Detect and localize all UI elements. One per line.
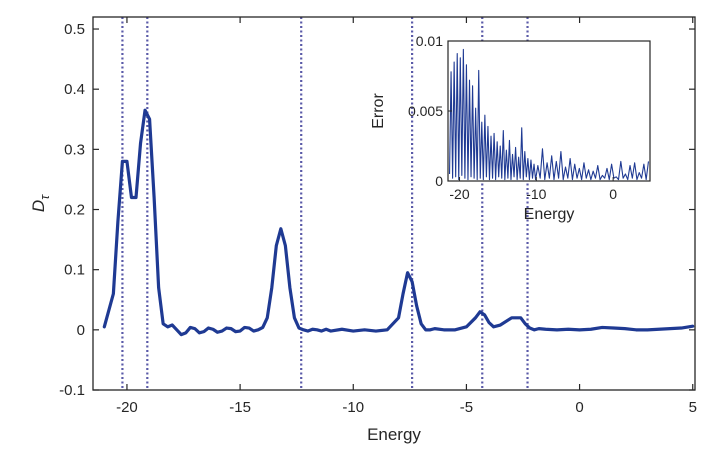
inset-x-tick-label: 0: [609, 186, 617, 202]
main-y-tick-label: 0.1: [64, 262, 85, 279]
main-x-tick-label: 5: [689, 399, 697, 416]
main-y-tick-label: -0.1: [59, 382, 85, 399]
inset-background: [448, 41, 650, 181]
main-axes-frame: [92, 16, 696, 391]
inset-x-tick-label: -10: [526, 186, 546, 202]
inset-x-axis: -20 -10 0: [449, 177, 617, 202]
inset-x-tick-label: -20: [449, 186, 469, 202]
main-x-tick-label: -15: [229, 399, 251, 416]
main-y-tick-label: 0.3: [64, 141, 85, 158]
main-x-tick-label: -5: [460, 399, 473, 416]
main-x-axis-label: Energy: [367, 425, 421, 444]
inset-y-tick-label: 0.01: [416, 33, 443, 49]
main-x-tick-label: -10: [342, 399, 364, 416]
main-series-line-1: [102, 108, 695, 337]
inset-y-axis: 0 0.005 0.01: [408, 33, 452, 189]
main-x-tick-label: -20: [116, 399, 138, 416]
main-x-tick-label: 0: [575, 399, 583, 416]
main-y-tick-label: 0: [77, 322, 85, 339]
inset-y-tick-label: 0.005: [408, 103, 443, 119]
inset-series-line-1: [448, 48, 650, 181]
main-x-axis: -20 -15 -10 -5 0 5: [116, 17, 697, 416]
main-y-tick-label: 0.5: [64, 21, 85, 38]
main-y-tick-label: 0.4: [64, 81, 85, 98]
main-y-axis-label-base: D: [29, 200, 48, 212]
main-plot-area: [102, 17, 695, 390]
inset-x-axis-label: Energy: [524, 206, 575, 223]
main-y-axis-label: Dτ: [29, 194, 52, 212]
inset-plot: -20 -10 0 0 0.005 0.01 Energy Error: [370, 33, 651, 223]
inset-y-tick-label: 0: [435, 173, 443, 189]
inset-plot-area: [448, 48, 650, 181]
inset-y-axis-label: Error: [370, 93, 387, 129]
main-y-axis: -0.1 0 0.1 0.2 0.3 0.4 0.5: [59, 21, 695, 399]
main-y-axis-label-subscript: τ: [37, 194, 52, 200]
main-y-tick-label: 0.2: [64, 202, 85, 219]
main-plot: -20 -15 -10 -5 0 5 -0.1 0 0.1 0.2 0.3 0.4 0.5 Energ…: [29, 16, 697, 444]
